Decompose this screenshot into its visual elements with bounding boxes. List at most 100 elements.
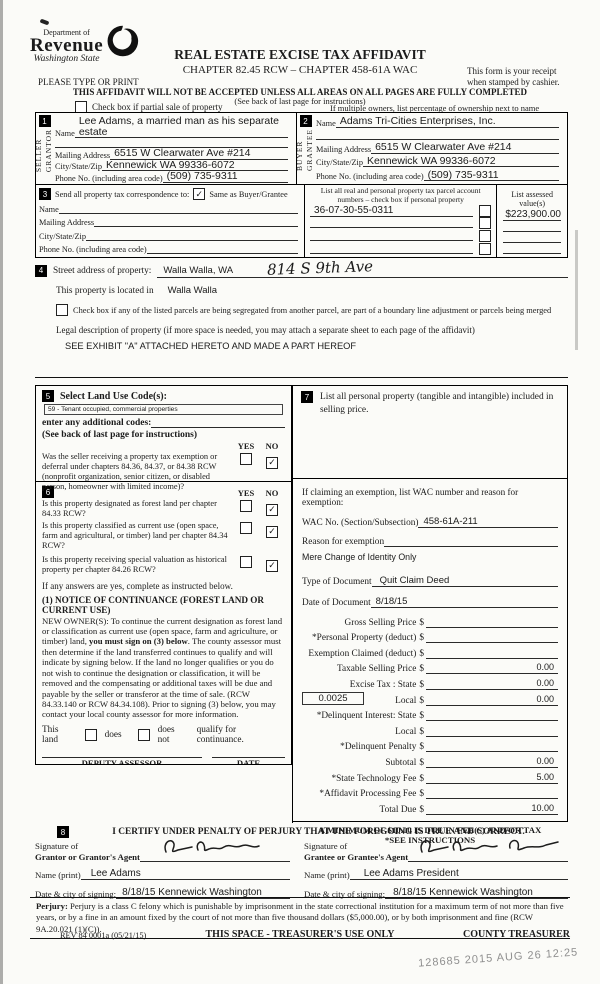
q-no-checkbox-checked (266, 456, 278, 469)
street-address-label: Street address of property: (53, 265, 152, 276)
seller-phone-value: (509) 735-9311 (162, 171, 288, 183)
grantor-sig-label-1: Signature of (35, 841, 79, 851)
wac-label: WAC No. (Section/Subsection) (302, 518, 419, 528)
q-yes-checkbox (240, 556, 252, 569)
grantor-date-label: Date & city of signing: (35, 889, 117, 900)
dollar-sign: $ (419, 711, 424, 722)
legal-description-label: Legal description of property (if more s… (56, 325, 475, 335)
doc-date-label: Date of Document (302, 598, 371, 608)
no-header: NO (265, 488, 279, 498)
deputy-assessor-line (42, 756, 202, 758)
does-label: does (104, 729, 122, 740)
blank-line (310, 244, 474, 254)
certify-statement: I CERTIFY UNDER PENALTY OF PERJURY THAT … (112, 827, 525, 837)
blank-line (503, 244, 561, 255)
grantee-date-value: 8/18/15 Kennewick Washington (385, 887, 568, 900)
parcel-header-line1: List all real and personal property tax … (320, 186, 481, 195)
historical-property-question: Is this property receiving special valua… (42, 555, 227, 575)
dollar-sign: $ (419, 679, 424, 690)
fee-label: Excise Tax : State (349, 679, 417, 690)
blank-line (384, 546, 558, 547)
located-in-value: Walla Walla (167, 285, 218, 296)
notice1-bold: you must sign on (3) below (89, 636, 188, 647)
seller-name-label: Name (55, 129, 75, 138)
section-divider (35, 377, 568, 378)
section3-badge: 3 (39, 188, 51, 200)
notice1-title: (1) NOTICE OF CONTINUANCE (FOREST LAND O… (42, 594, 265, 615)
seller-city-label: City/State/Zip (55, 162, 103, 171)
q-yes-checkbox (240, 453, 252, 465)
fee-value: 0.00 (426, 694, 558, 706)
section1-badge: 1 (38, 115, 51, 127)
buyer-mailing-label: Mailing Address (316, 144, 372, 154)
corr-city-label: City/State/Zip (39, 231, 87, 241)
parcel-number-value: 36-07-30-55-0311 (310, 205, 474, 217)
buyer-box: 2 BUYER GRANTEE Name Adams Tri-Cities Ent… (295, 112, 568, 185)
fee-value (426, 642, 558, 644)
parcel-header-line2: numbers – check box if personal property (337, 194, 464, 204)
see-instructions-note: *SEE INSTRUCTIONS (384, 834, 476, 845)
fee-value (426, 720, 558, 722)
personal-property-checkbox (479, 230, 492, 243)
section6-badge: 6 (42, 486, 54, 498)
does-checkbox (84, 728, 97, 741)
blank-line (58, 212, 299, 214)
notice1-pre: NEW OWNER(S): To continue the current de… (42, 615, 283, 647)
personal-property-text: List all personal property (tangible and… (320, 392, 554, 415)
segregated-label: Check box if any of the listed parcels a… (73, 305, 552, 315)
warning-line: THIS AFFIDAVIT WILL NOT BE ACCEPTED UNLE… (72, 87, 528, 97)
minimum-fee-note: A MINIMUM OF $10.00 IS DUE IN FEE(S) AND… (318, 824, 542, 835)
segregated-checkbox (56, 304, 68, 316)
buyer-sidebar: 2 BUYER GRANTEE (295, 113, 314, 184)
fee-value: 10.00 (426, 803, 558, 815)
see-back-note: (See back of last page for instructions) (234, 96, 366, 106)
section8-badge: 8 (57, 826, 69, 838)
dollar-sign: $ (419, 726, 424, 737)
corr-phone-label: Phone No. (including area code) (39, 245, 147, 254)
dollar-sign: $ (419, 804, 424, 815)
blank-line (151, 427, 285, 428)
fee-value: 5.00 (426, 772, 558, 784)
dor-logo: Department of Revenue Washington State (30, 25, 139, 65)
doc-type-value: Quit Claim Deed (371, 575, 558, 587)
logo-state-text: Washington State (33, 54, 100, 65)
fee-value (426, 751, 558, 753)
dollar-sign: $ (419, 773, 424, 784)
doc-date-value: 8/18/15 (370, 596, 558, 608)
grantor-sig-label-2: Grantor or Grantor's Agent (35, 851, 140, 862)
does-not-checkbox (137, 728, 150, 741)
personal-property-checkbox (479, 217, 492, 230)
section3: 3 Send all property tax correspondence t… (35, 185, 568, 258)
section5-question: Was the seller receiving a property tax … (42, 452, 218, 492)
grantee-name-label: Name (print) (304, 870, 350, 881)
form-title-block: REAL ESTATE EXCISE TAX AFFIDAVIT CHAPTER… (140, 47, 460, 76)
grantor-side-label: GRANTOR (44, 129, 53, 173)
blank-line (503, 222, 561, 232)
receipt-note: This form is your receipt when stamped b… (467, 66, 572, 89)
q-yes-checkbox (240, 500, 252, 512)
blank-line (146, 253, 299, 254)
personal-property-checkbox (479, 204, 492, 217)
fee-label: Gross Selling Price (344, 617, 417, 628)
fee-value: 0.00 (426, 663, 558, 675)
seller-sidebar: 1 SELLER GRANTOR (34, 113, 53, 184)
assessed-box: List assessed value(s) $223,900.00 (497, 185, 568, 258)
section2-badge: 2 (299, 115, 312, 127)
fee-value: 0.00 (426, 678, 558, 690)
perjury-clause: Perjury: Perjury is a class C felony whi… (30, 897, 570, 939)
section5-see-back: (See back of last page for instructions) (42, 430, 197, 440)
perjury-text: Perjury is a class C felony which is pun… (36, 901, 564, 934)
same-as-buyer-checkbox-checked (193, 188, 206, 200)
this-land-label: This land (42, 724, 59, 745)
local-rate-box: 0.0025 (302, 691, 364, 705)
parties-section: 1 SELLER GRANTOR Name Lee Adams, a marrie… (34, 112, 568, 185)
blank-line (503, 233, 561, 244)
corr-name-label: Name (39, 204, 59, 214)
fee-value (426, 626, 558, 628)
blank-line (94, 226, 299, 227)
legal-description-value: SEE EXHIBIT "A" ATTACHED HERETO AND MADE… (65, 341, 357, 351)
partial-sale-label: Check box if partial sale of property (92, 102, 223, 112)
exemption-area: If claiming an exemption, list WAC numbe… (292, 479, 567, 845)
section8: 8 I CERTIFY UNDER PENALTY OF PERJURY THA… (35, 826, 568, 900)
dollar-sign: $ (419, 617, 424, 628)
